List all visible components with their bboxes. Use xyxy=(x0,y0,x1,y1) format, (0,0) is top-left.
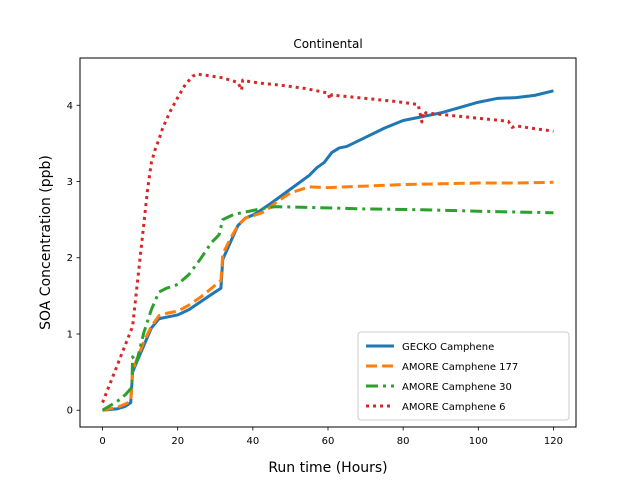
y-axis-label: SOA Concentration (ppb) xyxy=(38,155,54,330)
x-tick-label: 20 xyxy=(171,436,184,447)
x-tick-label: 40 xyxy=(246,436,259,447)
x-tick-label: 0 xyxy=(99,436,105,447)
y-tick-label: 1 xyxy=(67,329,73,340)
y-tick-label: 3 xyxy=(67,177,73,188)
x-axis-label: Run time (Hours) xyxy=(268,460,387,476)
x-tick-label: 100 xyxy=(469,436,488,447)
chart-title: Continental xyxy=(293,37,362,51)
x-tick-label: 80 xyxy=(397,436,410,447)
legend-label-1: GECKO Camphene xyxy=(402,342,494,353)
y-tick-label: 2 xyxy=(67,253,73,264)
legend-box xyxy=(357,331,570,421)
y-tick-label: 4 xyxy=(67,101,73,112)
axis-ticks: 0 20 40 60 80 100 120 0 1 2 3 4 xyxy=(67,101,563,447)
legend-label-2: AMORE Camphene 177 xyxy=(402,362,518,373)
plot-area xyxy=(101,72,554,412)
x-tick-label: 60 xyxy=(322,436,335,447)
legend-label-3: AMORE Camphene 30 xyxy=(402,382,512,393)
legend-label-4: AMORE Camphene 6 xyxy=(402,402,506,413)
series-line-2 xyxy=(102,180,554,412)
x-tick-label: 120 xyxy=(544,436,563,447)
legend: GECKO Camphene AMORE Camphene 177 AMORE Ca… xyxy=(357,331,570,421)
series-line-3 xyxy=(101,205,554,412)
y-tick-label: 0 xyxy=(67,406,73,417)
